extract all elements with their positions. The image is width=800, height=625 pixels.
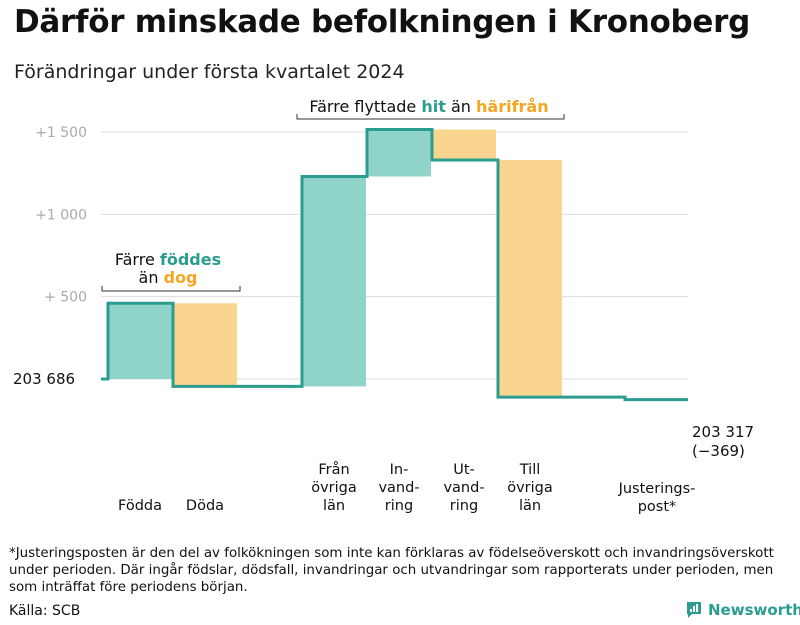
y-tick-label: + 500 (44, 290, 87, 306)
source-label: Källa: SCB (9, 603, 81, 619)
waterfall-chart: +1 500 +1 000 + 500 203 686 Födda Döda Från öv… (13, 97, 754, 515)
x-label-doda: Döda (186, 498, 224, 514)
line-layer (101, 128, 688, 402)
chart-title: Därför minskade befolkningen i Kronoberg (14, 4, 750, 40)
annotation-births-line2: än dog (139, 268, 198, 287)
start-value-label: 203 686 (13, 370, 75, 388)
x-label-invandring: In-vand-ring (378, 462, 419, 514)
newsworthy-logo-icon (687, 602, 701, 618)
x-label-justeringspost: Justerings-post* (618, 481, 696, 515)
end-change-label: (−369) (692, 442, 745, 460)
annotation-births-bracket (101, 286, 241, 292)
labels-layer: 203 686 Födda Döda Från övriga län In-vand-rin… (13, 370, 754, 515)
annotation-births-line1: Färre föddes (115, 250, 221, 269)
bar-invandring (367, 129, 431, 177)
waterfall-step-line (101, 128, 688, 402)
x-label-fodda: Födda (118, 498, 162, 514)
brand-name: Newsworthy (708, 601, 800, 619)
footnote: *Justeringsposten är den del av folkökni… (9, 546, 774, 595)
chart-subtitle: Förändringar under första kvartalet 2024 (14, 61, 405, 83)
y-tick-label: +1 500 (35, 125, 87, 141)
x-label-utvandring: Ut-vand-ring (443, 462, 484, 514)
brand-logo: Newsworthy (686, 601, 800, 619)
y-tick-label: +1 000 (35, 207, 87, 223)
bar-fodda (108, 303, 172, 379)
x-label-fran_ovriga_lan: Från övriga län (311, 461, 357, 514)
annotation-moves-bracket (296, 114, 565, 120)
end-value-label: 203 317 (692, 423, 754, 441)
x-label-till_ovriga_lan: Till övriga län (507, 462, 553, 514)
bar-utvandring (432, 129, 496, 160)
bar-till_ovriga_lan (498, 159, 562, 398)
bar-doda (173, 303, 237, 387)
bar-fran_ovriga_lan (302, 176, 366, 387)
annotation-moves: Färre flyttade hit än härifrån (309, 97, 548, 116)
bars-layer (108, 129, 562, 398)
